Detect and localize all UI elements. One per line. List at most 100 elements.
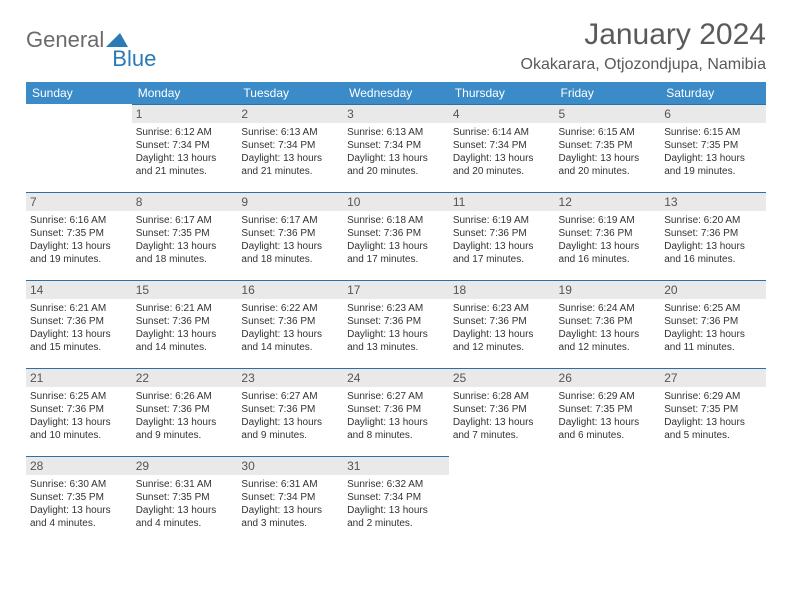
day-number: 15 [132,280,238,299]
daylight-text-1: Daylight: 13 hours [241,152,339,165]
sunrise-text: Sunrise: 6:19 AM [559,214,657,227]
daylight-text-1: Daylight: 13 hours [241,504,339,517]
daylight-text-1: Daylight: 13 hours [30,328,128,341]
daylight-text-1: Daylight: 13 hours [664,240,762,253]
sunset-text: Sunset: 7:34 PM [136,139,234,152]
calendar-week-row: 7Sunrise: 6:16 AMSunset: 7:35 PMDaylight… [26,192,766,280]
day-details: Sunrise: 6:17 AMSunset: 7:35 PMDaylight:… [132,211,238,272]
daylight-text-2: and 17 minutes. [453,253,551,266]
daylight-text-2: and 11 minutes. [664,341,762,354]
day-number: 9 [237,192,343,211]
daylight-text-1: Daylight: 13 hours [347,504,445,517]
daylight-text-1: Daylight: 13 hours [30,240,128,253]
sunrise-text: Sunrise: 6:29 AM [664,390,762,403]
calendar-day-cell: 6Sunrise: 6:15 AMSunset: 7:35 PMDaylight… [660,104,766,192]
day-number: 2 [237,104,343,123]
sunset-text: Sunset: 7:36 PM [241,227,339,240]
calendar-week-row: 28Sunrise: 6:30 AMSunset: 7:35 PMDayligh… [26,456,766,544]
day-details: Sunrise: 6:16 AMSunset: 7:35 PMDaylight:… [26,211,132,272]
day-number: 12 [555,192,661,211]
calendar-day-cell [555,456,661,544]
daylight-text-2: and 18 minutes. [241,253,339,266]
calendar-week-row: 14Sunrise: 6:21 AMSunset: 7:36 PMDayligh… [26,280,766,368]
calendar-header-row: SundayMondayTuesdayWednesdayThursdayFrid… [26,82,766,104]
sunset-text: Sunset: 7:36 PM [453,227,551,240]
day-number: 20 [660,280,766,299]
title-block: January 2024 Okakarara, Otjozondjupa, Na… [521,18,766,74]
sunset-text: Sunset: 7:36 PM [347,227,445,240]
day-number: 1 [132,104,238,123]
sunset-text: Sunset: 7:36 PM [347,403,445,416]
calendar-week-row: 1Sunrise: 6:12 AMSunset: 7:34 PMDaylight… [26,104,766,192]
daylight-text-2: and 5 minutes. [664,429,762,442]
sunset-text: Sunset: 7:36 PM [453,315,551,328]
daylight-text-1: Daylight: 13 hours [453,240,551,253]
calendar-day-cell: 29Sunrise: 6:31 AMSunset: 7:35 PMDayligh… [132,456,238,544]
day-details: Sunrise: 6:31 AMSunset: 7:34 PMDaylight:… [237,475,343,536]
calendar-day-cell: 20 Sunrise: 6:25 AMSunset: 7:36 PMDayligh… [660,280,766,368]
calendar-day-cell: 19Sunrise: 6:24 AMSunset: 7:36 PMDayligh… [555,280,661,368]
day-number: 11 [449,192,555,211]
day-number: 13 [660,192,766,211]
daylight-text-1: Daylight: 13 hours [664,328,762,341]
day-number: 19 [555,280,661,299]
day-details: Sunrise: 6:25 AMSunset: 7:36 PMDaylight:… [26,387,132,448]
day-details: Sunrise: 6:14 AMSunset: 7:34 PMDaylight:… [449,123,555,184]
day-number: 23 [237,368,343,387]
calendar-day-cell: 14Sunrise: 6:21 AMSunset: 7:36 PMDayligh… [26,280,132,368]
header: General Blue January 2024 Okakarara, Otj… [26,18,766,74]
sunrise-text: Sunrise: 6:25 AM [664,302,762,315]
day-number: 30 [237,456,343,475]
daylight-text-1: Daylight: 13 hours [347,416,445,429]
sunset-text: Sunset: 7:35 PM [559,139,657,152]
day-details: Sunrise: 6:18 AMSunset: 7:36 PMDaylight:… [343,211,449,272]
day-number: 3 [343,104,449,123]
daylight-text-1: Daylight: 13 hours [559,240,657,253]
day-details: Sunrise: 6:19 AMSunset: 7:36 PMDaylight:… [449,211,555,272]
sunset-text: Sunset: 7:35 PM [136,491,234,504]
calendar-day-cell: 27Sunrise: 6:29 AMSunset: 7:35 PMDayligh… [660,368,766,456]
daylight-text-2: and 14 minutes. [241,341,339,354]
sunrise-text: Sunrise: 6:13 AM [241,126,339,139]
calendar-day-cell: 28Sunrise: 6:30 AMSunset: 7:35 PMDayligh… [26,456,132,544]
weekday-header: Sunday [26,82,132,104]
daylight-text-2: and 20 minutes. [347,165,445,178]
sunset-text: Sunset: 7:36 PM [559,227,657,240]
sunrise-text: Sunrise: 6:23 AM [453,302,551,315]
day-details: Sunrise: 6:15 AMSunset: 7:35 PMDaylight:… [660,123,766,184]
sunset-text: Sunset: 7:36 PM [559,315,657,328]
day-number: 25 [449,368,555,387]
day-number: 16 [237,280,343,299]
day-number: 10 [343,192,449,211]
sunrise-text: Sunrise: 6:20 AM [664,214,762,227]
calendar-day-cell: 10Sunrise: 6:18 AMSunset: 7:36 PMDayligh… [343,192,449,280]
calendar-day-cell: 31Sunrise: 6:32 AMSunset: 7:34 PMDayligh… [343,456,449,544]
sunrise-text: Sunrise: 6:27 AM [241,390,339,403]
daylight-text-1: Daylight: 13 hours [30,416,128,429]
calendar-day-cell: 7Sunrise: 6:16 AMSunset: 7:35 PMDaylight… [26,192,132,280]
calendar-day-cell [449,456,555,544]
day-number: 14 [26,280,132,299]
sunset-text: Sunset: 7:36 PM [347,315,445,328]
calendar-day-cell: 16Sunrise: 6:22 AMSunset: 7:36 PMDayligh… [237,280,343,368]
sunrise-text: Sunrise: 6:17 AM [241,214,339,227]
calendar-day-cell: 23Sunrise: 6:27 AMSunset: 7:36 PMDayligh… [237,368,343,456]
sunrise-text: Sunrise: 6:19 AM [453,214,551,227]
day-details: Sunrise: 6:13 AMSunset: 7:34 PMDaylight:… [237,123,343,184]
sunrise-text: Sunrise: 6:16 AM [30,214,128,227]
daylight-text-2: and 9 minutes. [241,429,339,442]
sunset-text: Sunset: 7:36 PM [664,227,762,240]
day-number: 27 [660,368,766,387]
day-details: Sunrise: 6:31 AMSunset: 7:35 PMDaylight:… [132,475,238,536]
calendar-day-cell: 24Sunrise: 6:27 AMSunset: 7:36 PMDayligh… [343,368,449,456]
daylight-text-1: Daylight: 13 hours [241,416,339,429]
daylight-text-1: Daylight: 13 hours [241,328,339,341]
weekday-header: Monday [132,82,238,104]
daylight-text-2: and 12 minutes. [453,341,551,354]
calendar-day-cell: 22Sunrise: 6:26 AMSunset: 7:36 PMDayligh… [132,368,238,456]
sunrise-text: Sunrise: 6:22 AM [241,302,339,315]
day-details: Sunrise: 6:12 AMSunset: 7:34 PMDaylight:… [132,123,238,184]
sunrise-text: Sunrise: 6:21 AM [30,302,128,315]
calendar-day-cell: 9Sunrise: 6:17 AMSunset: 7:36 PMDaylight… [237,192,343,280]
sunset-text: Sunset: 7:36 PM [664,315,762,328]
